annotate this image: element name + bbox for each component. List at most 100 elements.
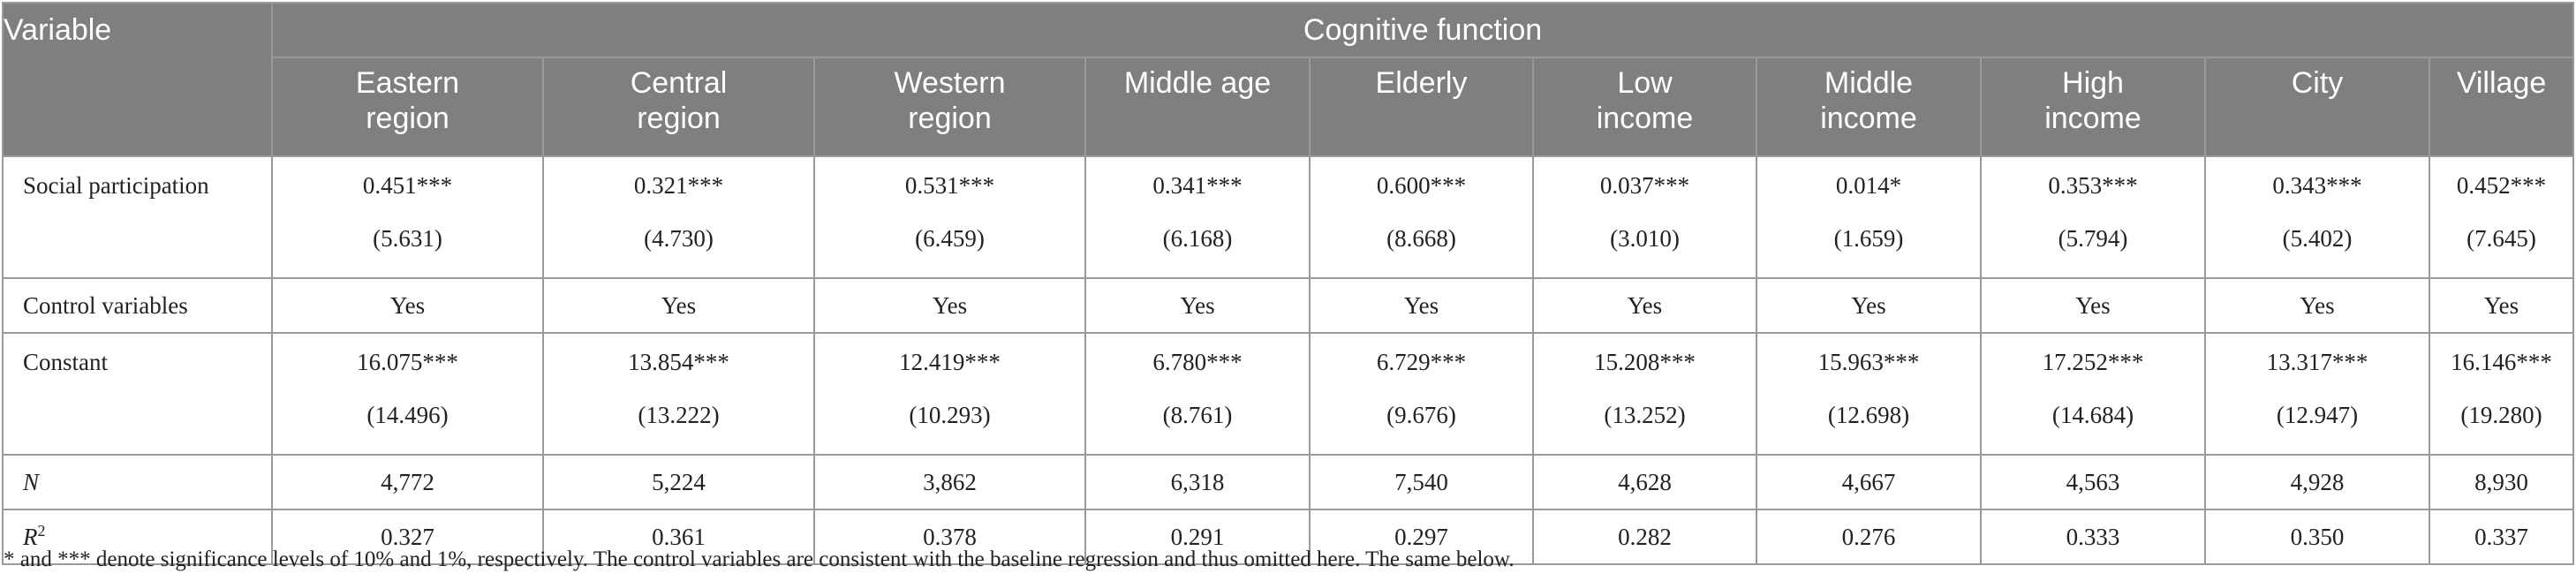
table-cell: 6.780*** (8.761) <box>1084 332 1311 456</box>
t-statistic-value: (19.280) <box>2460 402 2542 428</box>
table-cell: 4,667 <box>1756 454 1982 510</box>
table-cell: 3,862 <box>813 454 1086 510</box>
table-cell: Yes <box>1980 277 2206 334</box>
table-cell: 6.729*** (9.676) <box>1309 332 1534 456</box>
column-header: City <box>2204 57 2430 157</box>
table-cell: Yes <box>542 277 815 334</box>
table-cell: 7,540 <box>1309 454 1534 510</box>
coefficient-value: 15.208*** <box>1594 349 1696 375</box>
table-cell: 0.291 <box>1084 509 1311 565</box>
row-label-r-squared: R2 <box>2 509 273 565</box>
column-header: High income <box>1980 57 2206 157</box>
column-header: Central region <box>542 57 815 157</box>
variable-header: Variable <box>2 2 273 157</box>
table-cell: 0.327 <box>271 509 544 565</box>
t-statistic-value: (7.645) <box>2466 225 2536 252</box>
table-cell: 5,224 <box>542 454 815 510</box>
table-cell: 0.321*** (4.730) <box>542 155 815 279</box>
table-cell: Yes <box>2428 277 2575 334</box>
table-row-constant: Constant 16.075*** (14.496) 13.854*** (13.2… <box>2 332 2575 456</box>
coefficient-value: 6.729*** <box>1376 349 1467 375</box>
table-cell: 6,318 <box>1084 454 1311 510</box>
t-statistic-value: (10.293) <box>909 402 991 428</box>
table-cell: 15.963*** (12.698) <box>1756 332 1982 456</box>
table-cell: 16.146*** (19.280) <box>2428 332 2575 456</box>
t-statistic-value: (12.698) <box>1827 402 1910 428</box>
table-cell: Yes <box>1756 277 1982 334</box>
table-cell: 13.317*** (12.947) <box>2204 332 2430 456</box>
table-cell: 0.297 <box>1309 509 1534 565</box>
coefficient-value: 0.353*** <box>2048 172 2138 199</box>
table-footnote: * and *** denote significance levels of … <box>4 547 1515 571</box>
table-cell: 15.208*** (13.252) <box>1532 332 1757 456</box>
table-cell: Yes <box>1532 277 1757 334</box>
coefficient-value: 16.075*** <box>357 349 458 375</box>
table-cell: 0.333 <box>1980 509 2206 565</box>
table-cell: Yes <box>813 277 1086 334</box>
table-cell: 4,563 <box>1980 454 2206 510</box>
cognitive-function-header: Cognitive function <box>270 2 2575 58</box>
coefficient-value: 0.037*** <box>1599 172 1690 199</box>
table-cell: 0.037*** (3.010) <box>1532 155 1757 279</box>
coefficient-value: 0.531*** <box>904 172 995 199</box>
t-statistic-value: (13.222) <box>638 402 720 428</box>
coefficient-value: 13.854*** <box>628 349 729 375</box>
coefficient-value: 6.780*** <box>1152 349 1243 375</box>
t-statistic-value: (4.730) <box>644 225 714 252</box>
row-label-n: N <box>2 454 273 510</box>
table-cell: 4,772 <box>271 454 544 510</box>
t-statistic-value: (13.252) <box>1604 402 1686 428</box>
column-header: Western region <box>813 57 1086 157</box>
t-statistic-value: (8.668) <box>1386 225 1456 252</box>
table-cell: 0.343*** (5.402) <box>2204 155 2430 279</box>
table-cell: 0.276 <box>1756 509 1982 565</box>
row-label-constant: Constant <box>2 332 273 456</box>
column-header: Elderly <box>1309 57 1534 157</box>
table-cell: Yes <box>1084 277 1311 334</box>
t-statistic-value: (8.761) <box>1162 402 1233 428</box>
coefficient-value: 0.321*** <box>633 172 724 199</box>
table-cell: 0.378 <box>813 509 1086 565</box>
table-cell: 0.531*** (6.459) <box>813 155 1086 279</box>
table-cell: 17.252*** (14.684) <box>1980 332 2206 456</box>
table-cell: Yes <box>271 277 544 334</box>
t-statistic-value: (5.794) <box>2058 225 2128 252</box>
row-label-social-participation: Social participation <box>2 155 273 279</box>
coefficient-value: 0.452*** <box>2456 172 2547 199</box>
t-statistic-value: (5.631) <box>373 225 442 252</box>
t-statistic-value: (1.659) <box>1833 225 1904 252</box>
table-cell: 8,930 <box>2428 454 2575 510</box>
table-cell: 0.361 <box>542 509 815 565</box>
table-cell: 0.282 <box>1532 509 1757 565</box>
regression-table: Variable Cognitive function Eastern regio… <box>2 2 2575 565</box>
coefficient-value: 0.451*** <box>362 172 453 199</box>
table-cell: 0.014* (1.659) <box>1756 155 1982 279</box>
t-statistic-value: (14.684) <box>2051 402 2134 428</box>
table-cell: 13.854*** (13.222) <box>542 332 815 456</box>
table-cell: 0.337 <box>2428 509 2575 565</box>
table-row-social-participation: Social participation 0.451*** (5.631) 0.32… <box>2 155 2575 279</box>
column-header-row: Eastern region Central region Western region M… <box>3 57 2575 157</box>
table-cell: 4,628 <box>1532 454 1757 510</box>
t-statistic-value: (12.947) <box>2276 402 2359 428</box>
table-cell: 0.600*** (8.668) <box>1309 155 1534 279</box>
column-header: Village <box>2428 57 2575 157</box>
coefficient-value: 0.014* <box>1835 172 1902 199</box>
column-header: Middle age <box>1084 57 1311 157</box>
t-statistic-value: (3.010) <box>1610 225 1680 252</box>
t-statistic-value: (5.402) <box>2282 225 2353 252</box>
coefficient-value: 0.600*** <box>1376 172 1467 199</box>
coefficient-value: 12.419*** <box>899 349 1001 375</box>
t-statistic-value: (6.168) <box>1162 225 1233 252</box>
table-cell: 0.341*** (6.168) <box>1084 155 1311 279</box>
table-cell: 0.452*** (7.645) <box>2428 155 2575 279</box>
coefficient-value: 13.317*** <box>2266 349 2368 375</box>
table-cell: 4,928 <box>2204 454 2430 510</box>
column-header: Middle income <box>1756 57 1982 157</box>
table-row-r-squared: R2 0.327 0.361 0.378 0.291 0.297 0.282 0.276 0.… <box>2 509 2575 565</box>
coefficient-value: 17.252*** <box>2042 349 2144 375</box>
coefficient-value: 16.146*** <box>2451 349 2552 375</box>
table-cell: 0.451*** (5.631) <box>271 155 544 279</box>
coefficient-value: 15.963*** <box>1817 349 1920 375</box>
column-header: Eastern region <box>271 57 544 157</box>
